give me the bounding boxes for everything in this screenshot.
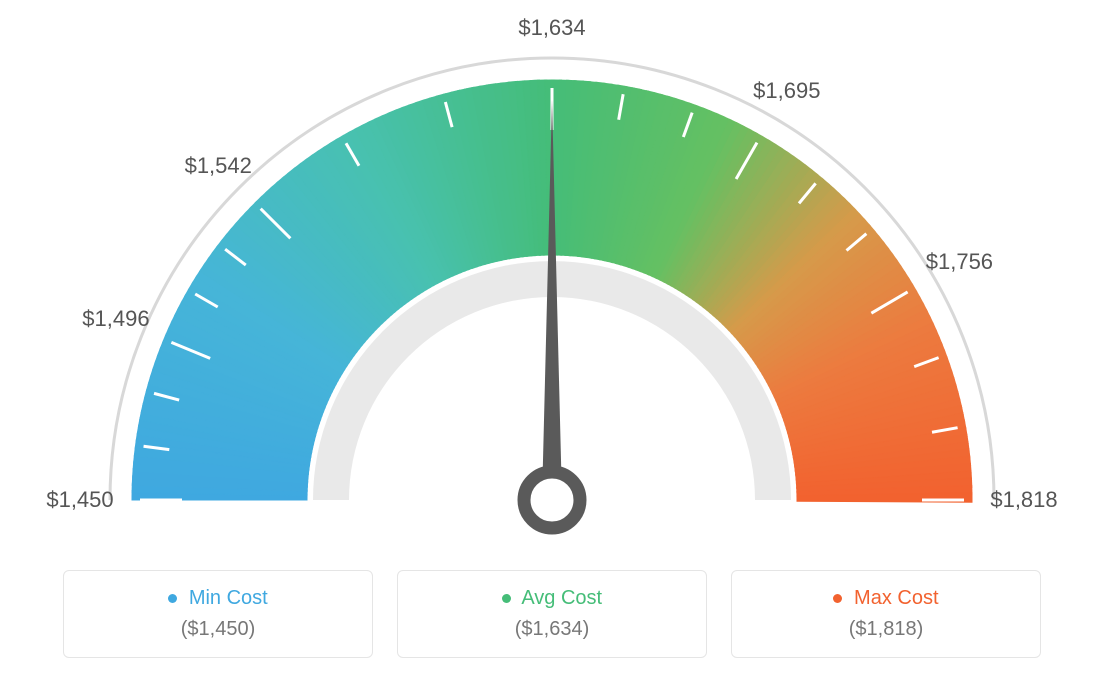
gauge-tick-label: $1,542 (185, 153, 252, 179)
dot-icon (833, 594, 842, 603)
legend-value-min: ($1,450) (84, 618, 352, 641)
legend-name-min: Min Cost (189, 587, 268, 609)
legend: Min Cost ($1,450) Avg Cost ($1,634) Max … (0, 570, 1104, 658)
legend-item-avg: Avg Cost ($1,634) (397, 570, 707, 658)
legend-title-avg: Avg Cost (418, 587, 686, 610)
legend-item-max: Max Cost ($1,818) (731, 570, 1041, 658)
legend-name-avg: Avg Cost (521, 587, 602, 609)
legend-value-max: ($1,818) (752, 618, 1020, 641)
gauge-tick-label: $1,695 (753, 78, 820, 104)
legend-title-max: Max Cost (752, 587, 1020, 610)
gauge-svg (0, 0, 1104, 560)
gauge-tick-label: $1,634 (518, 15, 585, 41)
gauge-chart: $1,450 $1,496 $1,542 $1,634 $1,695 $1,756 $1,8… (0, 0, 1104, 560)
gauge-tick-label: $1,450 (46, 487, 113, 513)
legend-name-max: Max Cost (854, 587, 938, 609)
legend-value-avg: ($1,634) (418, 618, 686, 641)
gauge-tick-label: $1,496 (82, 306, 149, 332)
dot-icon (168, 594, 177, 603)
gauge-tick-label: $1,818 (990, 487, 1057, 513)
legend-item-min: Min Cost ($1,450) (63, 570, 373, 658)
legend-title-min: Min Cost (84, 587, 352, 610)
gauge-tick-label: $1,756 (926, 249, 993, 275)
dot-icon (502, 594, 511, 603)
